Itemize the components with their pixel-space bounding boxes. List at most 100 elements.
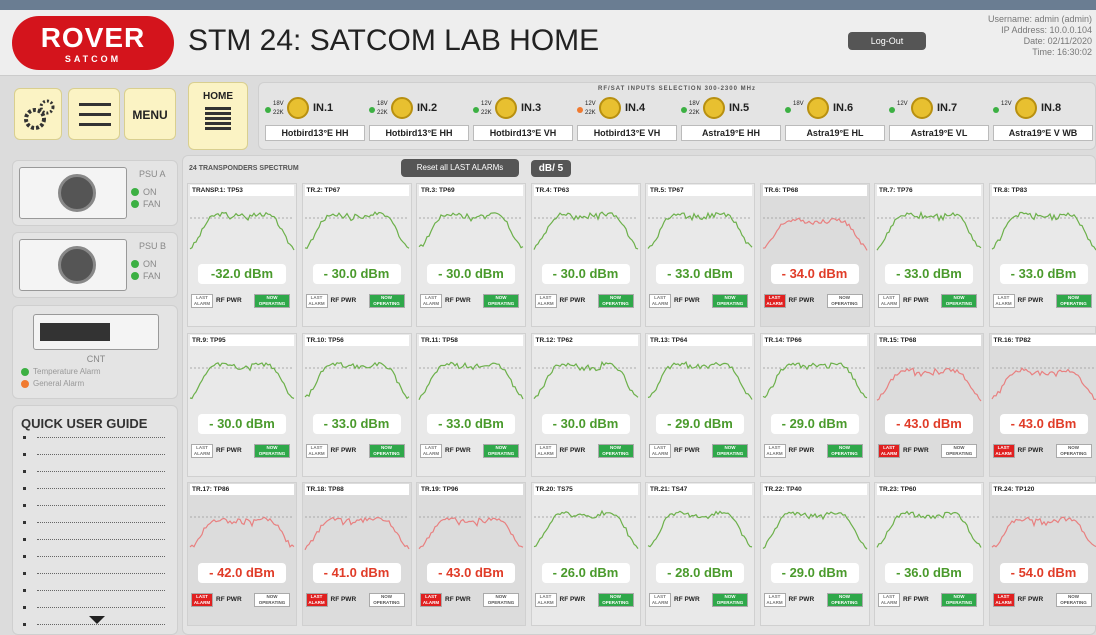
- transponder-name: TR.5: TP67: [648, 185, 752, 196]
- input-name: IN.2: [417, 102, 437, 114]
- psu-device: [19, 239, 127, 291]
- home-icon: [205, 107, 231, 135]
- input-name: IN.6: [833, 102, 853, 114]
- guide-line: [37, 624, 165, 625]
- input-name: IN.7: [937, 102, 957, 114]
- input-voltage: 12V: [897, 101, 908, 107]
- last-alarm-badge[interactable]: LAST ALARM: [191, 444, 213, 458]
- guide-arrow: [89, 616, 105, 624]
- spectrum-plot: [188, 346, 296, 412]
- input-name: IN.3: [521, 102, 541, 114]
- last-alarm-badge[interactable]: LAST ALARM: [649, 444, 671, 458]
- rf-pwr-label: RF PWR: [560, 596, 586, 603]
- last-alarm-badge[interactable]: LAST ALARM: [649, 294, 671, 308]
- rf-pwr-label: RF PWR: [674, 297, 700, 304]
- last-alarm-badge[interactable]: LAST ALARM: [878, 593, 900, 607]
- input-voltage: 18V: [793, 101, 804, 107]
- menu-button[interactable]: MENU: [124, 88, 176, 140]
- guide-bullet: [23, 521, 26, 524]
- input-label: Astra19°E HH: [681, 125, 781, 141]
- input-status-dot: [577, 107, 583, 113]
- last-alarm-badge[interactable]: LAST ALARM: [535, 593, 557, 607]
- spectrum-plot: [761, 196, 869, 262]
- transponder-name: TR.9: TP95: [190, 335, 294, 346]
- last-alarm-badge[interactable]: LAST ALARM: [420, 294, 442, 308]
- transponder-name: TR.21: TS47: [648, 484, 752, 495]
- now-operating-badge: NOW OPERATING: [598, 294, 634, 308]
- input-status-dot: [681, 107, 687, 113]
- last-alarm-badge[interactable]: LAST ALARM: [764, 444, 786, 458]
- psu-on: ON: [143, 259, 157, 269]
- scale-button[interactable]: dB/ 5: [531, 160, 571, 177]
- gear-icon: [15, 89, 63, 141]
- last-alarm-badge[interactable]: LAST ALARM: [535, 294, 557, 308]
- rf-pwr-label: RF PWR: [445, 297, 471, 304]
- transponder-name: TR.22: TP40: [763, 484, 867, 495]
- input-knob: [1015, 97, 1037, 119]
- last-alarm-badge[interactable]: LAST ALARM: [420, 593, 442, 607]
- now-operating-badge: NOW OPERATING: [827, 444, 863, 458]
- menu-icon-button[interactable]: [68, 88, 120, 140]
- guide-bullet: [23, 470, 26, 473]
- logout-button[interactable]: Log-Out: [848, 32, 926, 50]
- hamburger-icon: [69, 89, 121, 141]
- level-box: - 28.0 dBm: [656, 563, 744, 583]
- logo-text: ROVER: [12, 22, 174, 54]
- now-operating-badge: NOW OPERATING: [369, 294, 405, 308]
- reset-button[interactable]: Reset all LAST ALARMs: [401, 159, 519, 177]
- spectrum-plot: [417, 495, 525, 561]
- spectrum-plot: [875, 196, 983, 262]
- last-alarm-badge[interactable]: LAST ALARM: [764, 593, 786, 607]
- home-button[interactable]: HOME: [188, 82, 248, 150]
- rf-pwr-label: RF PWR: [331, 297, 357, 304]
- now-operating-badge: NOW OPERATING: [1056, 444, 1092, 458]
- rf-pwr-label: RF PWR: [331, 447, 357, 454]
- last-alarm-badge[interactable]: LAST ALARM: [306, 444, 328, 458]
- last-alarm-badge[interactable]: LAST ALARM: [764, 294, 786, 308]
- last-alarm-badge[interactable]: LAST ALARM: [649, 593, 671, 607]
- input-knob: [911, 97, 933, 119]
- last-alarm-badge[interactable]: LAST ALARM: [191, 593, 213, 607]
- rf-pwr-label: RF PWR: [903, 596, 929, 603]
- now-operating-badge: NOW OPERATING: [941, 593, 977, 607]
- level-box: - 30.0 dBm: [542, 414, 630, 434]
- settings-button[interactable]: [14, 88, 62, 140]
- last-alarm-badge[interactable]: LAST ALARM: [535, 444, 557, 458]
- input-voltage: 18V: [273, 101, 284, 107]
- last-alarm-badge[interactable]: LAST ALARM: [191, 294, 213, 308]
- transponder-name: TR.20: TS75: [534, 484, 638, 495]
- last-alarm-badge[interactable]: LAST ALARM: [420, 444, 442, 458]
- input-label: Hotbird13°E HH: [369, 125, 469, 141]
- rf-pwr-label: RF PWR: [216, 596, 242, 603]
- last-alarm-badge[interactable]: LAST ALARM: [306, 593, 328, 607]
- last-alarm-badge[interactable]: LAST ALARM: [878, 444, 900, 458]
- last-alarm-badge[interactable]: LAST ALARM: [993, 294, 1015, 308]
- last-alarm-badge[interactable]: LAST ALARM: [993, 593, 1015, 607]
- input-knob: [703, 97, 725, 119]
- user-info: Time: 16:30:02: [1032, 47, 1092, 57]
- last-alarm-badge[interactable]: LAST ALARM: [993, 444, 1015, 458]
- last-alarm-badge[interactable]: LAST ALARM: [306, 294, 328, 308]
- now-operating-badge: NOW OPERATING: [712, 593, 748, 607]
- last-alarm-badge[interactable]: LAST ALARM: [878, 294, 900, 308]
- input-tone: 22K: [481, 110, 492, 116]
- input-tone: 22K: [273, 110, 284, 116]
- spectrum-plot: [188, 495, 296, 561]
